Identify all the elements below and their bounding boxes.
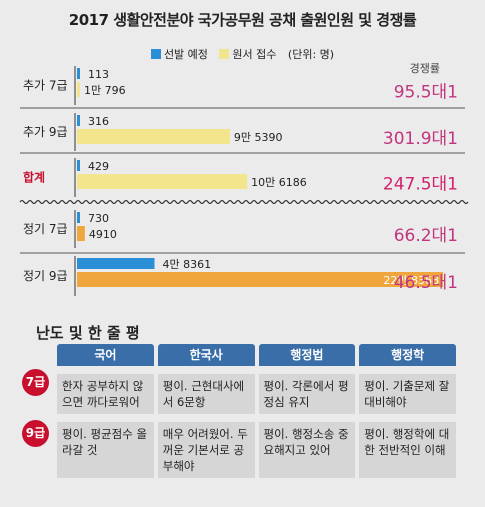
table-cell: 평이. 근현대사에서 6문항 [157, 374, 255, 414]
bar-applied [77, 129, 230, 144]
grade-badge-7: 7급 [22, 369, 49, 396]
bar-applied [77, 82, 80, 97]
legend-swatch-selected [150, 49, 161, 59]
bar-selected [77, 160, 80, 171]
table-cell: 평이. 평균점수 올라갈 것 [57, 422, 154, 478]
table-cell: 평이. 기출문제 잘 대비해야 [359, 374, 456, 414]
category-label: 추가 9급 [23, 125, 68, 139]
column-header-history: 한국사 [157, 344, 255, 366]
legend-label-applied: 원서 접수 [232, 48, 277, 61]
table-cell: 한자 공부하지 않으면 까다로워어 [57, 374, 154, 414]
legend-item-selected: 선발 예정 [150, 48, 208, 61]
bar-label-applied: 10만 6186 [251, 176, 307, 189]
bar-label-selected: 113 [88, 68, 109, 81]
bar-selected [77, 68, 80, 79]
bar-applied [77, 272, 443, 287]
bar-selected [77, 115, 80, 126]
bar-applied [77, 226, 85, 241]
ratio-value: 66.2대1 [394, 226, 458, 246]
ratio-value: 301.9대1 [383, 129, 458, 149]
legend-label-selected: 선발 예정 [163, 48, 208, 61]
category-label: 합계 [23, 170, 45, 185]
legend-item-applied: 원서 접수 [219, 48, 276, 61]
bar-applied [77, 174, 248, 189]
category-label: 정기 9급 [23, 269, 68, 283]
column-header-korean: 국어 [57, 344, 154, 366]
category-label: 추가 7급 [23, 79, 68, 93]
legend: 선발 예정 원서 접수 (단위: 명) [0, 46, 485, 62]
bar-selected [77, 212, 80, 223]
evaluation-table: 국어 한국사 행정법 행정학 한자 공부하지 않으면 까다로워어 평이. 근현대… [57, 344, 456, 478]
bar-label-applied: 1만 796 [84, 84, 126, 97]
table-cell: 평이. 각론에서 평정심 유지 [258, 374, 356, 414]
bar-label-applied: 9만 5390 [234, 131, 283, 144]
table-cell: 평이. 행정소송 중요해지고 있어 [258, 422, 356, 478]
bar-label-selected: 429 [88, 160, 109, 173]
ratio-value: 46.5대1 [394, 273, 458, 293]
ratio-value: 247.5대1 [383, 175, 458, 195]
bar-label-selected: 730 [88, 212, 109, 225]
legend-swatch-applied [219, 49, 230, 59]
bar-label-selected: 316 [88, 115, 109, 128]
ratio-header: 경쟁률 [410, 62, 440, 75]
column-header-admin-law: 행정법 [258, 344, 356, 366]
bar-label-applied: 22만 8368 [383, 274, 439, 287]
evaluation-title: 난도 및 한 줄 평 [36, 324, 140, 342]
category-label: 정기 7급 [23, 222, 68, 236]
break-line [19, 199, 469, 205]
ratio-value: 95.5대1 [394, 83, 458, 103]
bar-label-applied: 4910 [89, 228, 117, 241]
grade-badge-9: 9급 [22, 420, 49, 447]
legend-unit: (단위: 명) [287, 48, 335, 61]
chart-title: 2017 생활안전분야 국가공무원 공채 출원인원 및 경쟁률 [68, 11, 417, 29]
column-header-public-admin: 행정학 [359, 344, 456, 366]
table-cell: 매우 어려웠어. 두꺼운 기본서로 공부해야 [157, 422, 255, 478]
bar-label-selected: 4만 8361 [163, 258, 212, 271]
bar-selected [77, 258, 155, 269]
table-cell: 평이. 행정학에 대한 전반적인 이해 [359, 422, 456, 478]
